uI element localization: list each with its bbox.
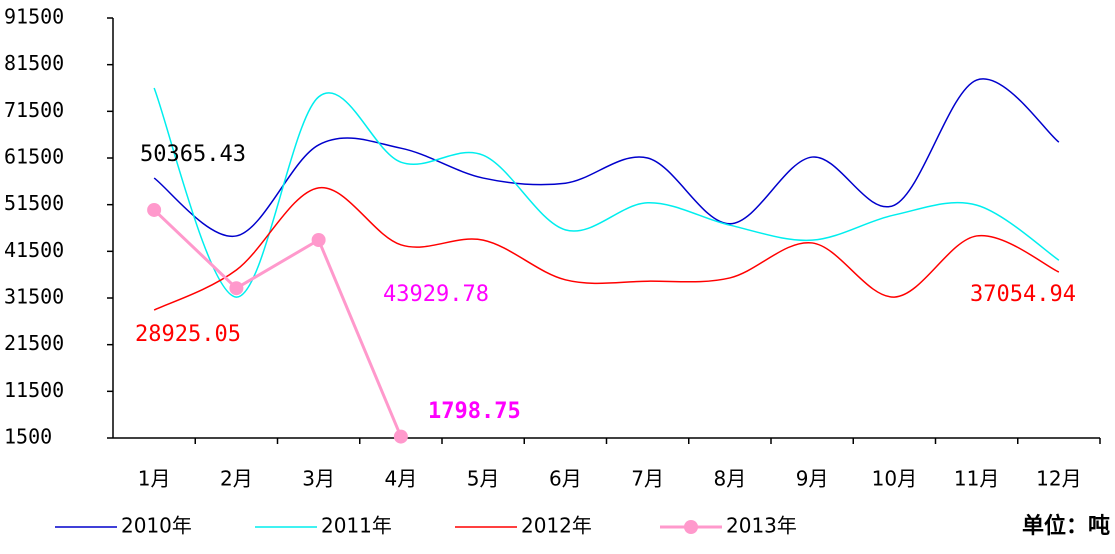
x-tick-label: 5月 bbox=[467, 467, 500, 491]
y-tick-label: 81500 bbox=[4, 51, 64, 75]
data-label: 1798.75 bbox=[428, 399, 521, 424]
legend-label: 2011年 bbox=[321, 514, 392, 538]
y-tick-label: 21500 bbox=[4, 331, 64, 355]
x-tick-label: 11月 bbox=[954, 467, 999, 491]
series-line bbox=[153, 78, 1060, 237]
unit-label: 单位：吨 bbox=[1022, 513, 1110, 539]
y-tick-label: 51500 bbox=[4, 191, 64, 215]
legend-label: 2013年 bbox=[726, 514, 797, 538]
x-tick-label: 4月 bbox=[385, 467, 418, 491]
x-tick-label: 3月 bbox=[302, 467, 335, 491]
x-tick-label: 12月 bbox=[1036, 467, 1081, 491]
x-tick-label: 1月 bbox=[138, 467, 171, 491]
point bbox=[229, 281, 244, 296]
y-tick-label: 31500 bbox=[4, 285, 64, 309]
data-label: 28925.05 bbox=[135, 322, 241, 347]
y-tick-label: 91500 bbox=[4, 5, 64, 29]
legend-label: 2012年 bbox=[521, 514, 592, 538]
data-label: 43929.78 bbox=[383, 282, 489, 307]
x-tick-label: 6月 bbox=[549, 467, 582, 491]
legend-marker bbox=[684, 520, 698, 534]
series-line bbox=[153, 87, 1060, 298]
x-tick-label: 8月 bbox=[714, 467, 747, 491]
y-tick-label: 41500 bbox=[4, 238, 64, 262]
point bbox=[147, 202, 162, 217]
x-tick-label: 2月 bbox=[220, 467, 253, 491]
point bbox=[393, 429, 408, 444]
x-tick-label: 10月 bbox=[872, 467, 917, 491]
y-tick-label: 1500 bbox=[4, 425, 52, 449]
data-label: 50365.43 bbox=[140, 142, 246, 167]
point bbox=[311, 232, 326, 247]
x-tick-label: 9月 bbox=[796, 467, 829, 491]
legend-label: 2010年 bbox=[121, 514, 192, 538]
y-tick-label: 61500 bbox=[4, 145, 64, 169]
y-tick-label: 71500 bbox=[4, 98, 64, 122]
series-line bbox=[153, 187, 1060, 311]
x-tick-label: 7月 bbox=[631, 467, 664, 491]
y-tick-label: 11500 bbox=[4, 378, 64, 402]
data-label: 37054.94 bbox=[970, 282, 1076, 307]
series-line bbox=[153, 208, 403, 438]
